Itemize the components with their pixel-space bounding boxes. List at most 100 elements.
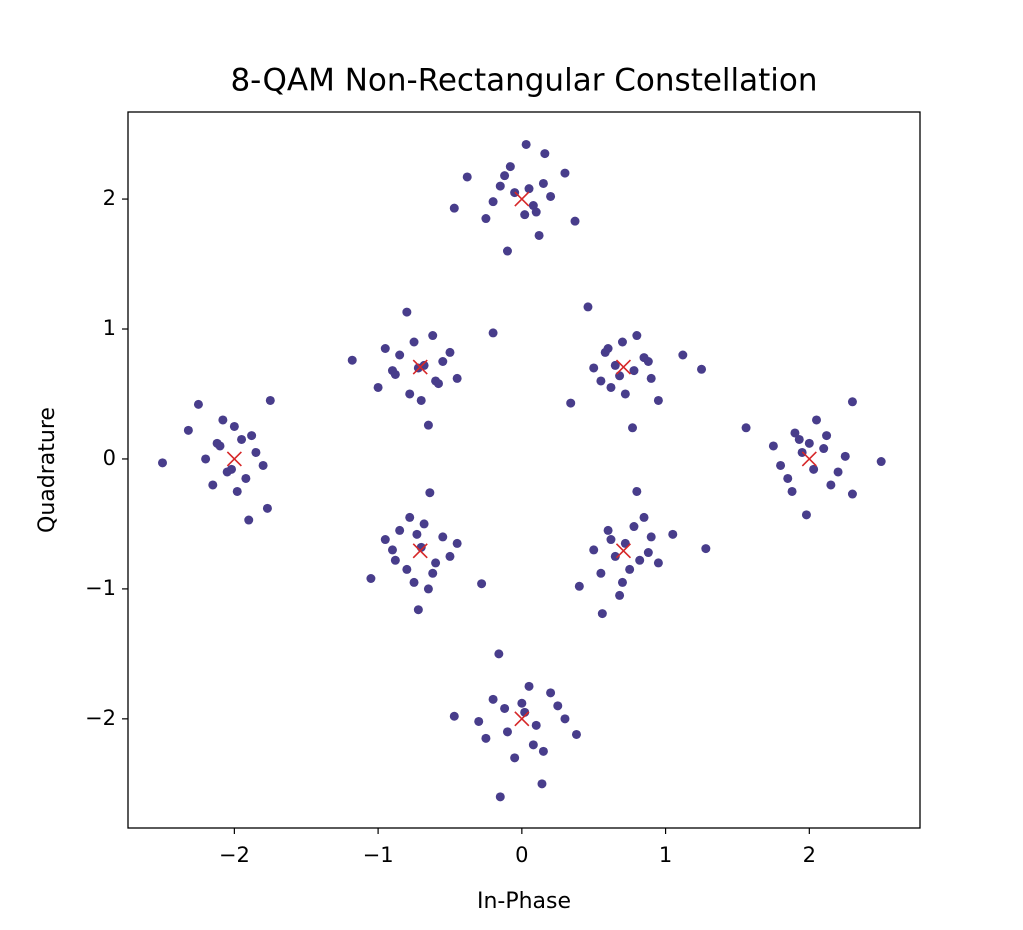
- scatter-point: [474, 716, 484, 726]
- scatter-point: [409, 577, 419, 587]
- scatter-point: [540, 149, 550, 159]
- constellation-point: [801, 451, 817, 467]
- scatter-point: [445, 347, 455, 357]
- scatter-point: [449, 203, 459, 213]
- y-tick-label: 2: [103, 186, 116, 210]
- scatter-point: [251, 447, 261, 457]
- scatter-point: [405, 512, 415, 522]
- scatter-point: [423, 584, 433, 594]
- scatter-point: [847, 489, 857, 499]
- x-tick-label: 0: [515, 843, 528, 867]
- scatter-point: [697, 364, 707, 374]
- scatter-point: [413, 605, 423, 615]
- constellation-point: [412, 359, 428, 375]
- scatter-point: [445, 551, 455, 561]
- scatter-point: [402, 564, 412, 574]
- scatter-point: [524, 184, 534, 194]
- scatter-point: [452, 373, 462, 383]
- x-axis-label: In-Phase: [477, 889, 571, 914]
- scatter-point: [615, 590, 625, 600]
- scatter-point: [826, 480, 836, 490]
- scatter-point: [643, 548, 653, 558]
- scatter-point: [500, 171, 510, 181]
- scatter-point: [183, 425, 193, 435]
- constellation-point: [514, 711, 530, 727]
- scatter-point: [610, 360, 620, 370]
- scatter-point: [653, 395, 663, 405]
- x-tick-label: −1: [363, 843, 394, 867]
- scatter-point: [390, 369, 400, 379]
- scatter-point: [366, 574, 376, 584]
- scatter-point: [428, 568, 438, 578]
- constellation-point: [514, 191, 530, 207]
- scatter-point: [701, 544, 711, 554]
- scatter-point: [804, 438, 814, 448]
- scatter-point: [477, 579, 487, 589]
- scatter-point: [833, 467, 843, 477]
- scatter-point: [610, 551, 620, 561]
- scatter-point: [629, 366, 639, 376]
- scatter-point: [373, 382, 383, 392]
- scatter-point: [809, 464, 819, 474]
- scatter-point: [433, 379, 443, 389]
- scatter-point: [617, 577, 627, 587]
- scatter-point: [247, 431, 257, 441]
- scatter-point: [500, 703, 510, 713]
- scatter-point: [537, 779, 547, 789]
- scatter-point: [571, 729, 581, 739]
- constellation-point: [412, 543, 428, 559]
- scatter-point: [405, 389, 415, 399]
- scatter-point: [419, 519, 429, 529]
- scatter-point: [232, 486, 242, 496]
- scatter-point: [505, 162, 515, 172]
- scatter-point: [237, 434, 247, 444]
- scatter-point: [258, 460, 268, 470]
- scatter-point: [528, 740, 538, 750]
- scatter-point: [635, 555, 645, 565]
- scatter-point: [632, 486, 642, 496]
- scatter-point: [606, 382, 616, 392]
- scatter-point: [244, 515, 254, 525]
- scatter-point: [812, 415, 822, 425]
- scatter-point: [847, 397, 857, 407]
- scatter-point: [822, 431, 832, 441]
- scatter-point: [347, 355, 357, 365]
- y-tick-label: 1: [103, 316, 116, 340]
- scatter-point: [776, 460, 786, 470]
- scatter-point: [449, 711, 459, 721]
- scatter-point: [596, 376, 606, 386]
- scatter-point: [380, 535, 390, 545]
- scatter-point: [201, 454, 211, 464]
- scatter-point: [521, 139, 531, 149]
- scatter-point: [574, 581, 584, 591]
- plot-area: [157, 139, 886, 802]
- scatter-point: [495, 181, 505, 191]
- scatter-point: [425, 488, 435, 498]
- scatter-point: [481, 733, 491, 743]
- scatter-point: [481, 214, 491, 224]
- scatter-point: [790, 428, 800, 438]
- scatter-point: [517, 698, 527, 708]
- scatter-point: [390, 555, 400, 565]
- scatter-point: [380, 344, 390, 354]
- scatter-point: [157, 458, 167, 468]
- scatter-point: [395, 350, 405, 360]
- scatter-point: [402, 307, 412, 317]
- scatter-point: [193, 399, 203, 409]
- scatter-point: [395, 525, 405, 535]
- scatter-point: [560, 168, 570, 178]
- scatter-point: [488, 328, 498, 338]
- scatter-point: [596, 568, 606, 578]
- scatter-point: [423, 420, 433, 430]
- scatter-point: [639, 512, 649, 522]
- scatter-point: [632, 331, 642, 341]
- scatter-point: [409, 337, 419, 347]
- scatter-point: [768, 441, 778, 451]
- scatter-point: [494, 649, 504, 659]
- scatter-point: [438, 356, 448, 366]
- scatter-point: [546, 191, 556, 201]
- axes-frame: [127, 111, 921, 829]
- scatter-point: [531, 720, 541, 730]
